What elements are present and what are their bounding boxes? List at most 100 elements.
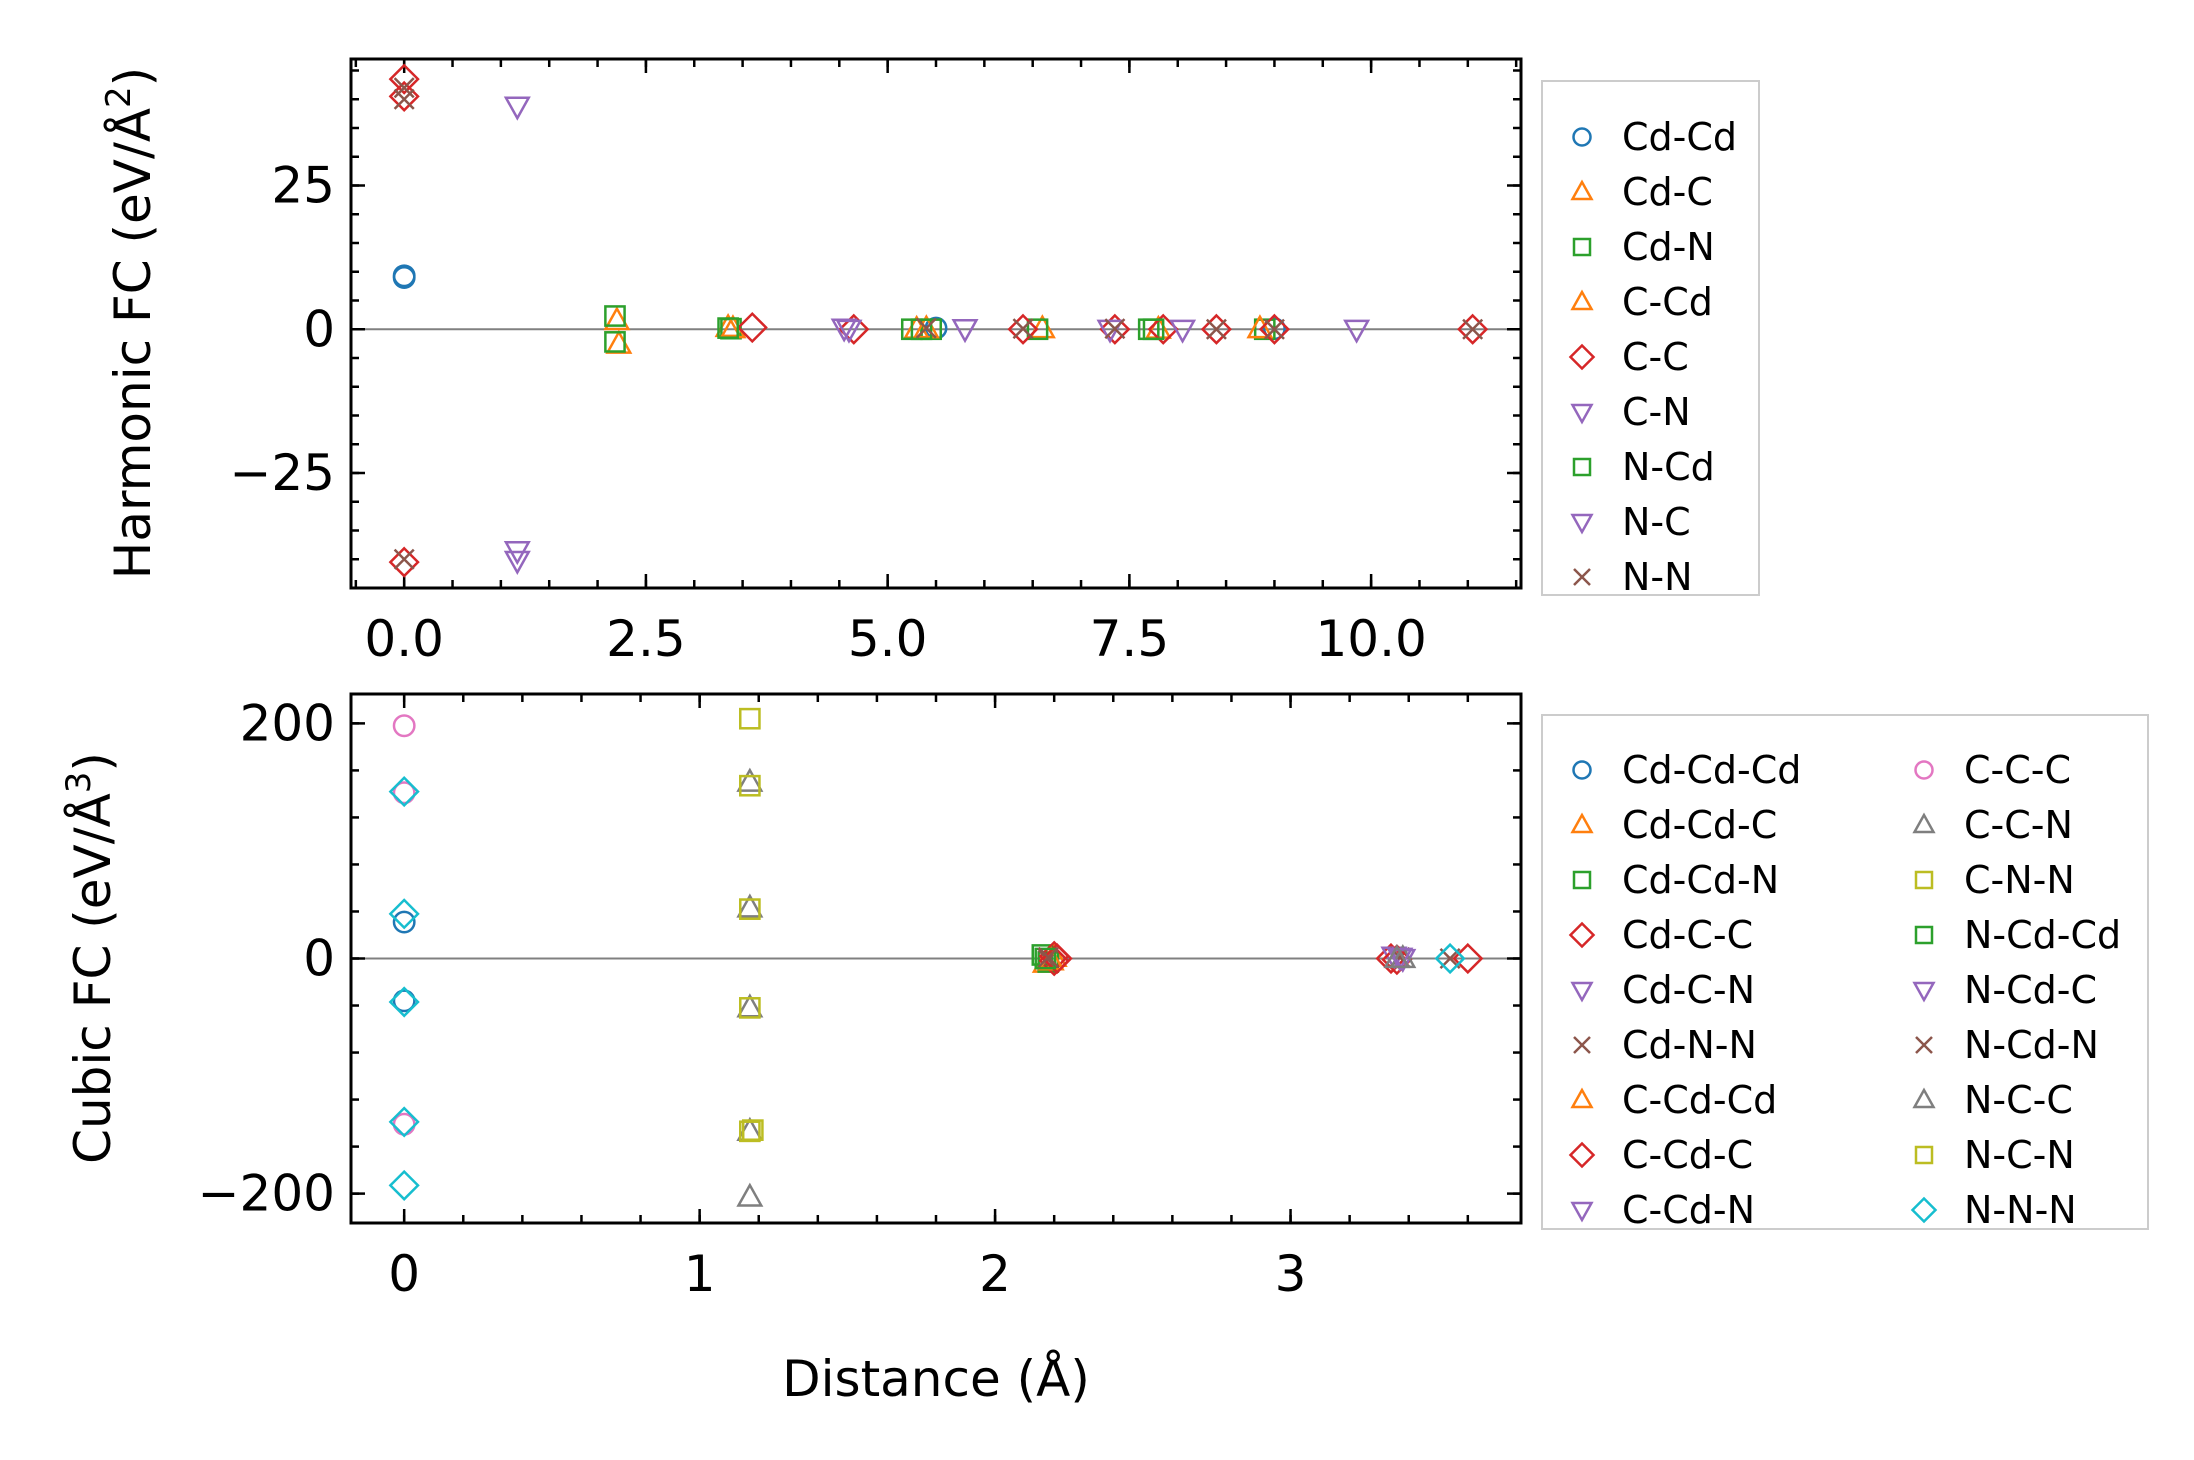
harmonic-y-tick-label: −25 [229, 444, 335, 502]
harmonic-x-tick-label: 10.0 [1315, 610, 1426, 668]
legend-marker-n-c-c [1912, 1087, 1936, 1109]
harmonic-y-tick-label: 0 [303, 300, 335, 358]
harmonic-legend-box [1541, 80, 1760, 596]
cubic-x-tick-label: 2 [979, 1245, 1011, 1303]
marker-c-n-n [739, 707, 761, 730]
legend-label-cd-n-n: Cd-N-N [1622, 1023, 1757, 1067]
cubic-legend-box [1541, 714, 2149, 1230]
harmonic-y-axis-label: Harmonic FC (eV/Å2) [99, 67, 162, 579]
marker-c-c-c [392, 1112, 416, 1136]
harmonic-ticks: 0.0 2.5 5.0 7.5 10.0 −25 0 25 [229, 59, 1521, 668]
legend-label-c-cd-c: C-Cd-C [1622, 1133, 1753, 1177]
distance-x-axis-label: Distance (Å) [782, 1350, 1090, 1408]
legend-label-cd-c-c: Cd-C-C [1622, 913, 1753, 957]
harmonic-y-label-close: ) [104, 67, 162, 87]
legend-label-cd-n: Cd-N [1622, 225, 1715, 269]
legend-label-cd-cd-c: Cd-Cd-C [1622, 803, 1777, 847]
marker-c-c [388, 546, 420, 578]
marker-cd-c [605, 329, 633, 354]
cubic-y-axis-label: Cubic FC (eV/Å3) [59, 752, 122, 1164]
cubic-markers [388, 707, 1484, 1207]
legend-label-n-cd-c: N-Cd-C [1964, 968, 2097, 1012]
legend-label-n-c-c: N-C-C [1964, 1078, 2073, 1122]
legend-marker-c-cd-c [1568, 1141, 1596, 1169]
legend-marker-c-cd-cd [1570, 1087, 1594, 1109]
cubic-x-tick-label: 3 [1275, 1245, 1307, 1303]
harmonic-markers [388, 63, 1489, 578]
marker-c-c [1007, 313, 1039, 345]
marker-c-c [1258, 313, 1290, 345]
marker-n-cd [1142, 318, 1165, 341]
marker-c-c [1200, 313, 1232, 345]
marker-c-c [1457, 313, 1489, 345]
marker-c-c [1099, 313, 1131, 345]
cubic-ticks: 0 1 2 3 −200 0 200 [198, 694, 1521, 1303]
marker-cd-n [604, 331, 626, 353]
legend-label-cd-c-n: Cd-C-N [1622, 968, 1755, 1012]
harmonic-x-tick-label: 7.5 [1090, 610, 1170, 668]
marker-n-cd-c [1386, 947, 1414, 972]
legend-marker-n-cd-c [1912, 981, 1936, 1003]
marker-c-cd-c [1041, 942, 1073, 975]
legend-label-c-c-c: C-C-C [1964, 748, 2071, 792]
cubic-x-tick-label: 0 [388, 1245, 420, 1303]
marker-n-cd-n [1037, 946, 1059, 968]
legend-label-c-cd: C-Cd [1622, 280, 1713, 324]
legend-marker-c-c [1568, 343, 1596, 371]
legend-label-c-cd-cd: C-Cd-Cd [1622, 1078, 1777, 1122]
legend-label-n-c-n: N-C-N [1964, 1133, 2075, 1177]
harmonic-y-label-text: Harmonic FC (eV/Å [104, 108, 162, 579]
marker-c-c [388, 63, 420, 95]
legend-label-c-c-n: C-C-N [1964, 803, 2073, 847]
marker-cd-n [604, 305, 626, 327]
legend-label-n-c: N-C [1622, 500, 1691, 544]
cubic-y-label-sup: 3 [59, 772, 99, 794]
legend-marker-c-n [1570, 403, 1594, 425]
marker-c-c-n [736, 767, 764, 792]
cubic-legend: Cd-Cd-Cd Cd-Cd-C Cd-Cd-N Cd-C-C Cd-C-N Cd-N-N… [1568, 748, 2121, 1232]
legend-marker-cd-c-n [1570, 981, 1594, 1003]
harmonic-x-tick-label: 5.0 [848, 610, 928, 668]
marker-cd-c [603, 306, 631, 331]
legend-marker-cd-n-n [1573, 1036, 1591, 1054]
harmonic-x-tick-label: 2.5 [606, 610, 686, 668]
legend-marker-cd-n [1572, 237, 1592, 257]
marker-n-n [915, 317, 937, 339]
marker-cd-cd-cd [392, 910, 416, 934]
marker-cd-n [1026, 318, 1049, 341]
legend-marker-c-n-n [1914, 870, 1934, 890]
legend-marker-n-n [1573, 568, 1591, 586]
marker-n-n [1104, 318, 1126, 340]
marker-c-c [838, 313, 870, 345]
marker-c-c-n [736, 1182, 764, 1207]
marker-c-c [736, 311, 768, 344]
marker-c-c-n [736, 893, 764, 918]
marker-c-n [1343, 319, 1371, 344]
legend-label-c-c: C-C [1622, 335, 1689, 379]
marker-n-n [393, 548, 415, 570]
legend-marker-cd-c-c [1568, 921, 1596, 949]
legend-label-cd-cd-n: Cd-Cd-N [1622, 858, 1779, 902]
marker-n-n-n [388, 986, 420, 1018]
harmonic-y-tick-label: 25 [271, 157, 335, 215]
legend-marker-n-n-n [1910, 1196, 1938, 1224]
legend-marker-c-c-n [1912, 812, 1936, 834]
legend-label-cd-cd: Cd-Cd [1622, 115, 1737, 159]
harmonic-y-label-sup: 2 [99, 86, 139, 108]
legend-label-n-n: N-N [1622, 555, 1693, 599]
harmonic-legend: Cd-Cd Cd-C Cd-N C-Cd C-C C-N N-Cd N-C N-N [1568, 115, 1737, 599]
marker-c-n [503, 96, 531, 121]
marker-n-c [835, 319, 863, 344]
marker-n-n-n [388, 1169, 420, 1201]
legend-label-n-cd-n: N-Cd-N [1964, 1023, 2099, 1067]
marker-n-n [1462, 318, 1484, 340]
legend-label-cd-cd-cd: Cd-Cd-Cd [1622, 748, 1801, 792]
legend-marker-c-c-c [1914, 760, 1934, 780]
marker-n-cd [910, 318, 933, 341]
marker-n-c [503, 550, 531, 575]
legend-marker-cd-c [1570, 179, 1594, 201]
marker-c-c-c [392, 781, 416, 805]
marker-n-n-n [1434, 942, 1466, 975]
marker-n-n [1263, 318, 1285, 340]
